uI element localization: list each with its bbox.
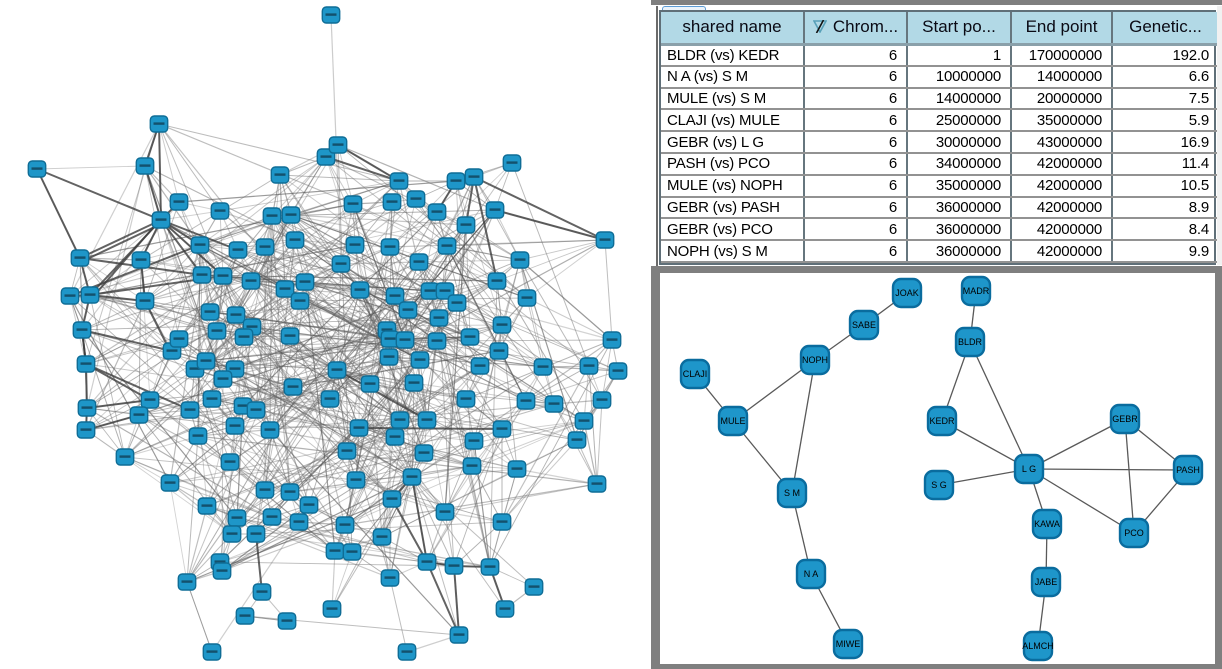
svg-text:BLDR: BLDR [958,337,983,347]
svg-text:MADR: MADR [963,286,990,296]
svg-text:GEBR: GEBR [1112,414,1138,424]
svg-text:NOPH: NOPH [802,355,828,365]
svg-text:KEDR: KEDR [929,416,955,426]
svg-text:L G: L G [1022,464,1036,474]
svg-text:S M: S M [784,488,800,498]
svg-text:PCO: PCO [1124,528,1144,538]
svg-text:MULE: MULE [720,416,745,426]
svg-text:SABE: SABE [852,320,876,330]
svg-text:S G: S G [931,480,947,490]
svg-text:MIWE: MIWE [836,639,861,649]
svg-text:CLAJI: CLAJI [683,369,708,379]
svg-text:N A: N A [804,569,819,579]
svg-text:ALMCH: ALMCH [1022,641,1054,651]
svg-text:PASH: PASH [1176,465,1200,475]
svg-text:JOAK: JOAK [895,288,919,298]
svg-text:KAWA: KAWA [1034,519,1060,529]
svg-text:JABE: JABE [1035,577,1058,587]
